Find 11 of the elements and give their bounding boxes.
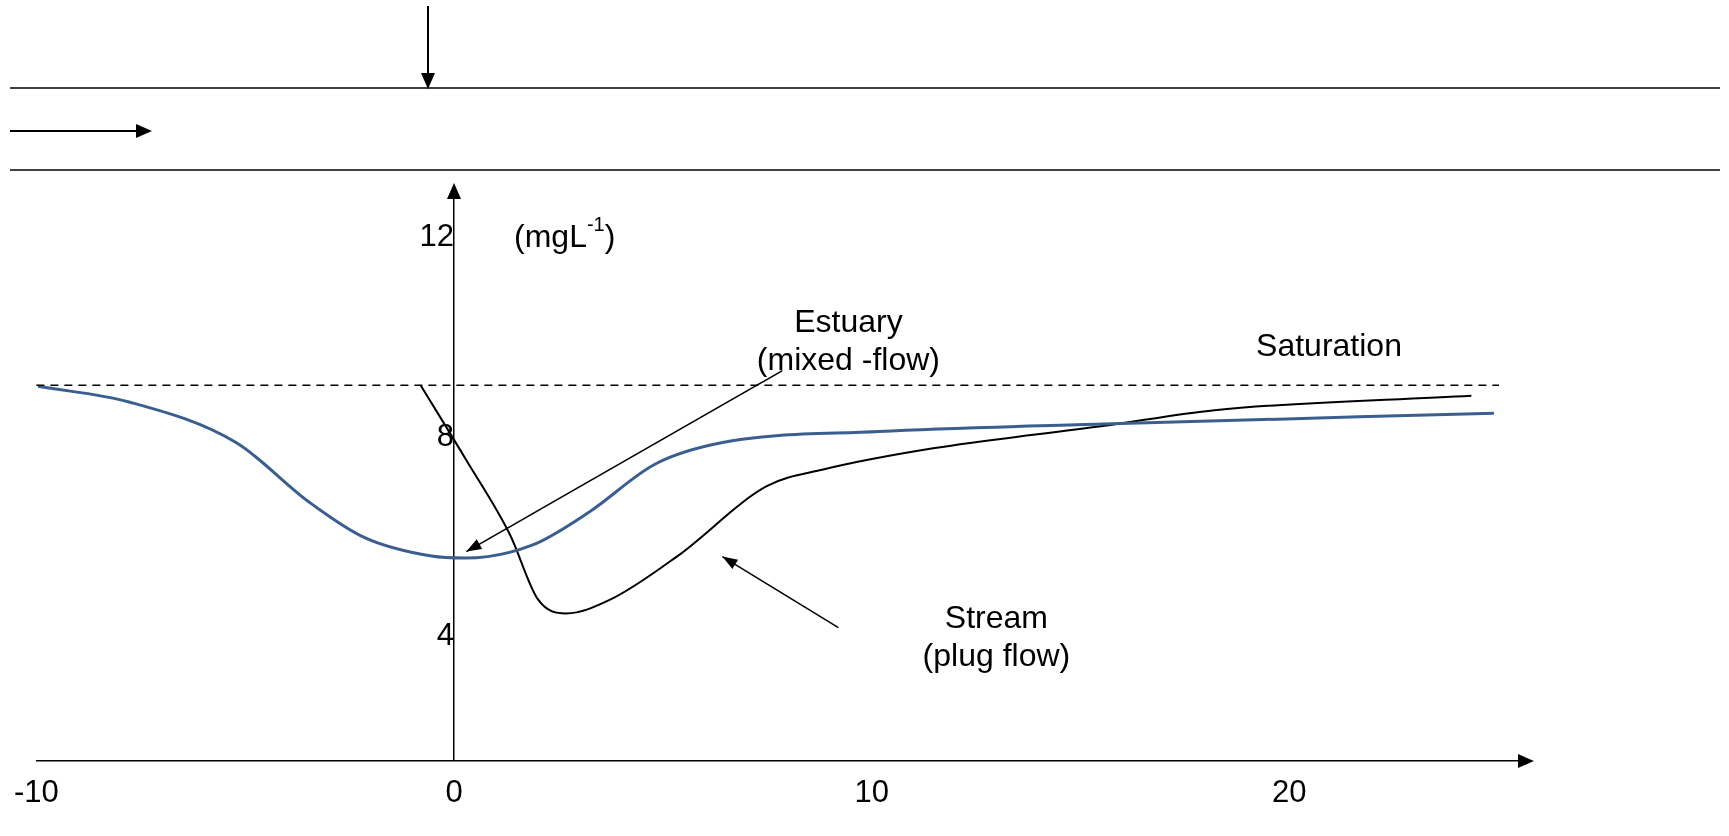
x-tick-label: 20	[1272, 773, 1307, 809]
y-tick-label: 4	[436, 616, 455, 652]
ref-line-label: Saturation	[1256, 327, 1402, 364]
y-tick-label: 12	[419, 218, 455, 254]
line-series	[36, 384, 1496, 560]
x-tick-label: 0	[445, 773, 463, 809]
y-tick-label: 8	[436, 417, 455, 453]
x-tick-label: 10	[854, 773, 889, 809]
annotation: Stream (plug flow)	[922, 599, 1071, 674]
annotation: Estuary (mixed -flow)	[756, 303, 940, 378]
x-tick-label: -10	[14, 773, 59, 809]
